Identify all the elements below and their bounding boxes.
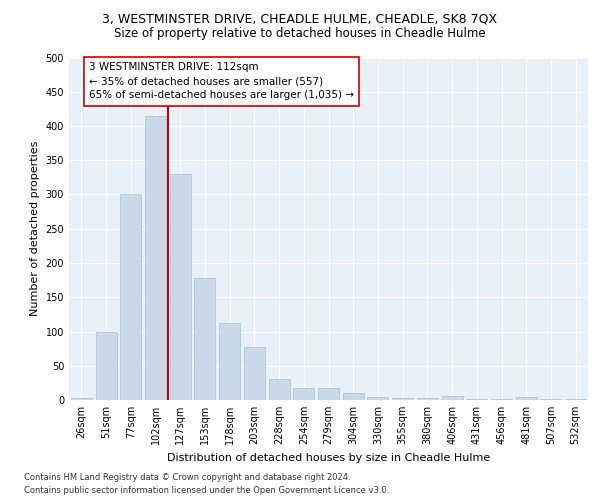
Bar [120,194,141,400]
Text: Size of property relative to detached houses in Cheadle Hulme: Size of property relative to detached ho… [114,28,486,40]
X-axis label: Distribution of detached houses by size in Cheadle Hulme: Distribution of detached houses by size … [167,452,490,462]
Bar [442,396,463,400]
Bar [194,278,215,400]
Bar [95,332,116,400]
Y-axis label: Number of detached properties: Number of detached properties [30,141,40,316]
Bar [219,324,240,400]
Bar [170,174,191,400]
Bar [71,398,92,400]
Bar [417,398,438,400]
Bar [367,396,388,400]
Bar [516,398,537,400]
Bar [392,398,413,400]
Bar [318,388,339,400]
Bar [244,348,265,400]
Bar [269,380,290,400]
Bar [145,116,166,400]
Bar [343,393,364,400]
Bar [541,398,562,400]
Text: 3 WESTMINSTER DRIVE: 112sqm
← 35% of detached houses are smaller (557)
65% of se: 3 WESTMINSTER DRIVE: 112sqm ← 35% of det… [89,62,354,100]
Text: 3, WESTMINSTER DRIVE, CHEADLE HULME, CHEADLE, SK8 7QX: 3, WESTMINSTER DRIVE, CHEADLE HULME, CHE… [103,12,497,26]
Text: Contains public sector information licensed under the Open Government Licence v3: Contains public sector information licen… [24,486,389,495]
Bar [293,388,314,400]
Bar [466,398,487,400]
Text: Contains HM Land Registry data © Crown copyright and database right 2024.: Contains HM Land Registry data © Crown c… [24,472,350,482]
